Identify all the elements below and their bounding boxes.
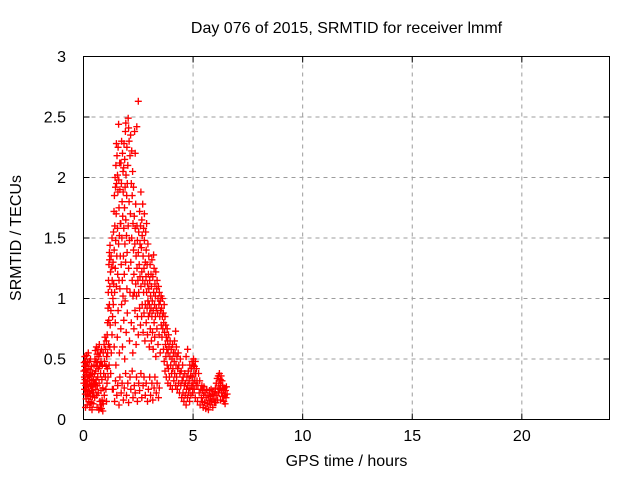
x-tick-label: 10 — [294, 428, 312, 445]
x-tick-labels: 0 5 10 15 20 — [79, 428, 531, 445]
chart-title: Day 076 of 2015, SRMTID for receiver lmm… — [191, 20, 503, 37]
x-tick-label: 15 — [403, 428, 421, 445]
y-axis-label: SRMTID / TECUs — [8, 175, 25, 301]
y-tick-labels: 0 0.5 1 1.5 2 2.5 3 — [44, 49, 66, 429]
axis-ticks — [83, 56, 610, 420]
y-tick-label: 2 — [57, 170, 66, 187]
x-tick-label: 0 — [79, 428, 88, 445]
x-tick-label: 20 — [513, 428, 531, 445]
x-tick-label: 5 — [189, 428, 198, 445]
scatter-points — [80, 97, 231, 415]
x-axis-label: GPS time / hours — [286, 453, 408, 470]
y-tick-label: 0.5 — [44, 352, 66, 369]
y-tick-label: 1 — [57, 291, 66, 308]
y-tick-label: 2.5 — [44, 110, 66, 127]
series-SRMTID — [80, 97, 231, 415]
plot-border — [83, 56, 610, 420]
y-tick-label: 1.5 — [44, 231, 66, 248]
y-tick-label: 3 — [57, 49, 66, 66]
y-tick-label: 0 — [57, 412, 66, 429]
